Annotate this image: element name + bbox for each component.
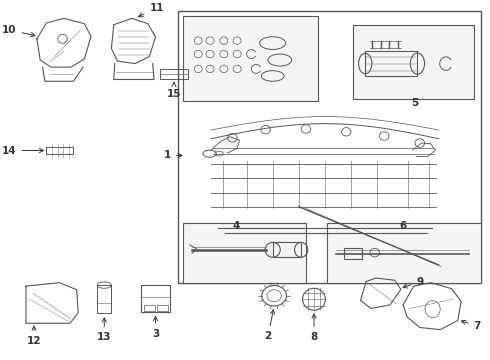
FancyBboxPatch shape bbox=[183, 16, 318, 101]
FancyBboxPatch shape bbox=[178, 10, 482, 283]
Bar bbox=[344, 248, 362, 259]
FancyBboxPatch shape bbox=[327, 222, 482, 283]
Text: 15: 15 bbox=[167, 82, 181, 99]
Bar bbox=[157, 305, 168, 311]
Bar bbox=[144, 305, 154, 311]
Text: 7: 7 bbox=[462, 320, 481, 331]
Bar bbox=[141, 285, 170, 312]
Text: 6: 6 bbox=[399, 221, 407, 231]
Text: 10: 10 bbox=[2, 25, 35, 37]
Bar bbox=[97, 285, 111, 314]
FancyBboxPatch shape bbox=[183, 222, 306, 283]
Text: 8: 8 bbox=[310, 314, 318, 342]
Text: 12: 12 bbox=[27, 326, 41, 346]
Text: 4: 4 bbox=[232, 221, 240, 231]
Bar bbox=[365, 51, 417, 76]
Bar bbox=[273, 242, 301, 257]
FancyBboxPatch shape bbox=[353, 25, 474, 99]
Text: 2: 2 bbox=[264, 310, 274, 341]
Text: 5: 5 bbox=[412, 98, 418, 108]
Text: 14: 14 bbox=[2, 145, 44, 156]
Text: 3: 3 bbox=[152, 316, 159, 338]
Text: 9: 9 bbox=[403, 276, 424, 288]
Text: 13: 13 bbox=[97, 318, 112, 342]
Text: 11: 11 bbox=[139, 3, 164, 17]
Polygon shape bbox=[211, 137, 240, 153]
Text: 1: 1 bbox=[164, 150, 182, 161]
Bar bbox=[160, 69, 188, 79]
